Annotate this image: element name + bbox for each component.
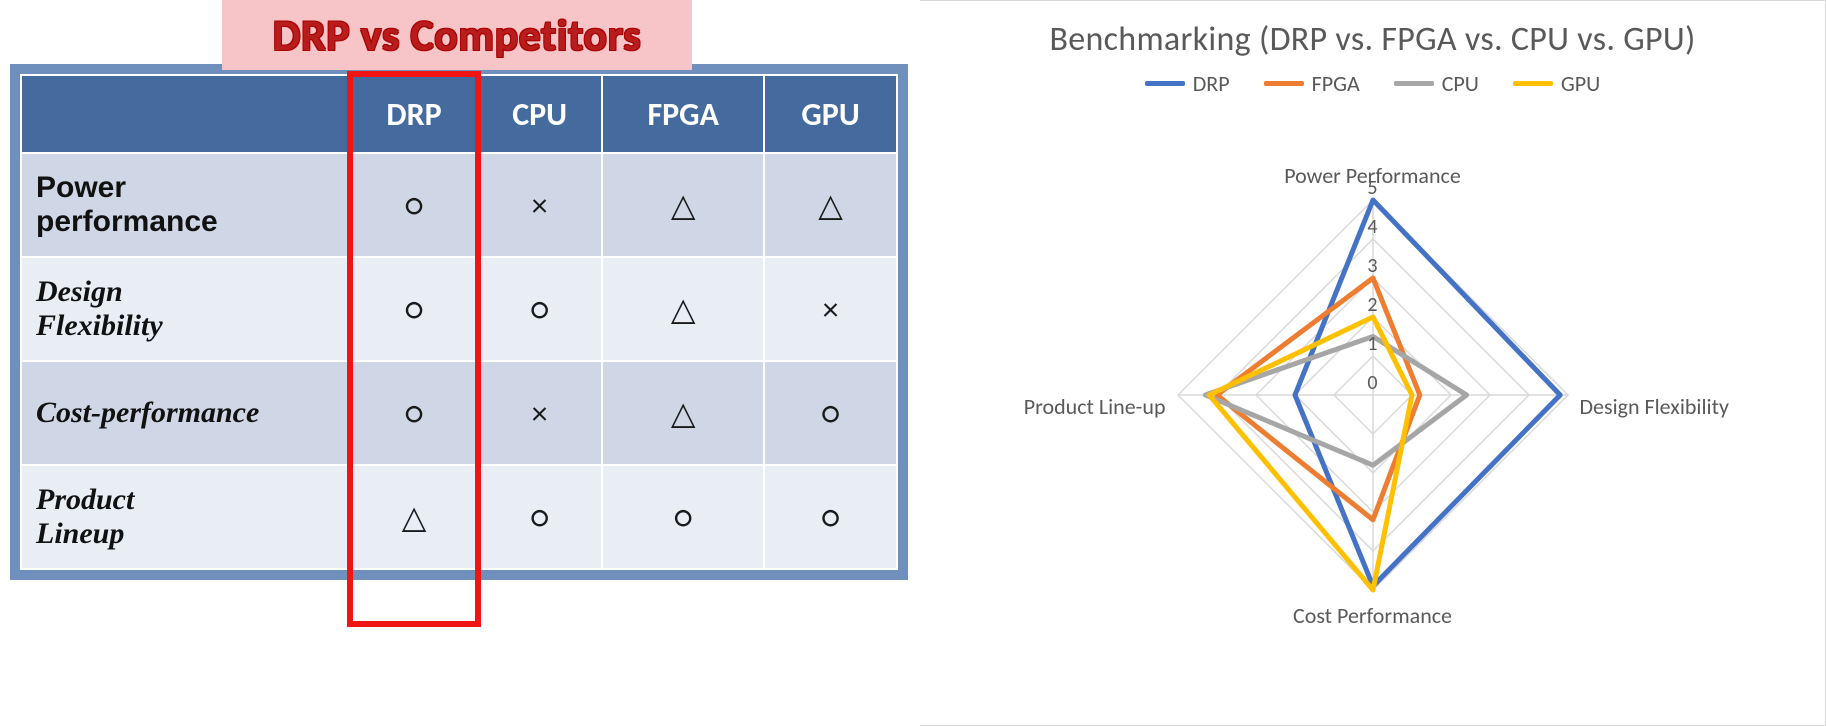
circle-icon: ○ [822,498,840,537]
legend-item: CPU [1394,70,1479,97]
row-label: DesignFlexibility [21,257,351,361]
chart-panel: Benchmarking (DRP vs. FPGA vs. CPU vs. G… [920,0,1826,726]
table-cell: ○ [477,465,602,569]
axis-label: Product Line-up [1024,393,1166,420]
table-cell: △ [602,361,764,465]
table-cell: ○ [764,361,897,465]
chart-legend: DRP FPGA CPU GPU [1145,70,1601,97]
triangle-icon: △ [671,186,696,225]
circle-icon: ○ [674,498,692,537]
cross-icon: × [823,290,839,329]
legend-swatch [1394,81,1434,86]
circle-icon: ○ [822,394,840,433]
ring-label: 3 [1363,254,1383,278]
table-row: ProductLineup △ ○ ○ ○ [21,465,897,569]
triangle-icon: △ [671,290,696,329]
triangle-icon: △ [402,498,427,537]
legend-item: FPGA [1264,70,1360,97]
circle-icon: ○ [405,186,423,225]
legend-label: GPU [1561,70,1600,97]
page-title: DRP vs Competitors [273,8,641,62]
table-cell: △ [602,153,764,257]
cross-icon: × [532,394,548,433]
ring-label: 1 [1363,332,1383,356]
col-header: DRP [351,75,477,153]
ring-label: 2 [1363,293,1383,317]
ring-label: 4 [1363,215,1383,239]
legend-swatch [1145,81,1185,86]
legend-label: FPGA [1312,70,1360,97]
legend-swatch [1513,81,1553,86]
circle-icon: ○ [405,290,423,329]
table-cell: △ [764,153,897,257]
legend-item: DRP [1145,70,1230,97]
table-cell: ○ [764,465,897,569]
table-cell: ○ [351,153,477,257]
row-label: Powerperformance [21,153,351,257]
legend-label: CPU [1442,70,1479,97]
table-frame: DRP CPU FPGA GPU Powerperformance○×△△Des… [10,64,908,580]
axis-label: Design Flexibility [1580,393,1729,420]
table-row: Powerperformance ○ × △ △ [21,153,897,257]
ring-label: 0 [1363,371,1383,395]
row-label: Cost-performance [21,361,351,465]
circle-icon: ○ [531,498,549,537]
triangle-icon: △ [671,394,696,433]
cross-icon: × [532,186,548,225]
table-cell: △ [602,257,764,361]
table-panel: DRP vs Competitors DRP CPU FPGA GPU Powe… [0,0,920,726]
axis-label: Cost Performance [1013,602,1733,629]
col-header: CPU [477,75,602,153]
table-cell: ○ [477,257,602,361]
col-header: FPGA [602,75,764,153]
legend-item: GPU [1513,70,1600,97]
chart-title: Benchmarking (DRP vs. FPGA vs. CPU vs. G… [1049,19,1695,60]
circle-icon: ○ [405,394,423,433]
table-cell: △ [351,465,477,569]
table-cell: × [477,361,602,465]
radar-chart: Power PerformanceDesign FlexibilityCost … [1013,105,1733,645]
table-cell: ○ [351,361,477,465]
table-row: DesignFlexibility ○ ○ △ × [21,257,897,361]
circle-icon: ○ [531,290,549,329]
comparison-table: DRP CPU FPGA GPU Powerperformance○×△△Des… [20,74,898,570]
triangle-icon: △ [818,186,843,225]
ring-label: 5 [1363,176,1383,200]
table-cell: × [764,257,897,361]
table-row: Cost-performance ○ × △ ○ [21,361,897,465]
row-label: ProductLineup [21,465,351,569]
legend-label: DRP [1193,70,1230,97]
legend-swatch [1264,81,1304,86]
table-cell: ○ [351,257,477,361]
table-cell: × [477,153,602,257]
table-corner [21,75,351,153]
col-header: GPU [764,75,897,153]
title-band: DRP vs Competitors [222,0,692,70]
table-cell: ○ [602,465,764,569]
